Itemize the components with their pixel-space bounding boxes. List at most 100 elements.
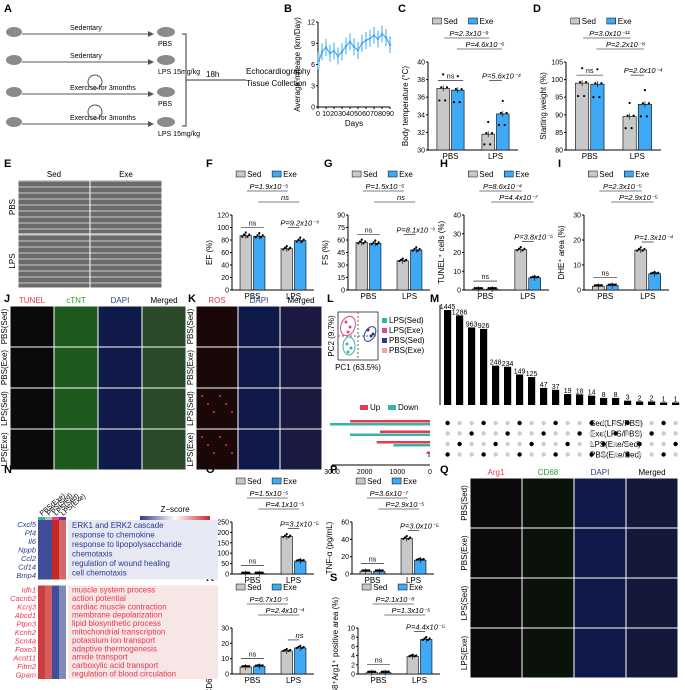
chart-s: 0 2 4 6 8 10 CD68⁺Arg1⁺ positive area (%) PBS LP… — [331, 583, 445, 690]
legend-label: PBS(Sed) — [389, 336, 425, 345]
go-term: response to chemokine — [72, 531, 155, 540]
pca-point — [371, 332, 375, 336]
matrix-dot — [613, 431, 618, 436]
micrograph-tile — [280, 429, 322, 470]
matrix-dot — [649, 420, 654, 426]
y-tick-label: 30 — [221, 626, 229, 633]
y-tick-label: 80 — [555, 148, 563, 155]
y-tick-label: 10 — [453, 269, 461, 276]
echo-tile — [18, 180, 90, 234]
row-label: Sedentary — [70, 25, 102, 32]
group-label: LPS — [402, 292, 417, 301]
matrix-dot — [673, 441, 678, 447]
bar-value-label: 8 — [602, 392, 606, 399]
micrograph-tile — [10, 347, 54, 388]
arrow-head — [148, 121, 154, 127]
bar-value-label: 1286 — [452, 309, 468, 316]
intersection-bar — [588, 395, 596, 405]
matrix-dot — [529, 452, 534, 457]
data-point — [422, 558, 425, 561]
treatment-label: LPS 15mg/kg — [158, 69, 200, 76]
panel-letter-f: F — [206, 158, 213, 170]
heatmap-cell — [38, 619, 45, 628]
row-label: Exercise for 3months — [70, 115, 136, 122]
sig-label: ns — [249, 651, 257, 658]
y-axis-label: DHE⁺ area (%) — [557, 225, 566, 279]
matrix-dot — [541, 420, 546, 426]
data-point — [655, 272, 658, 275]
heatmap-cell — [38, 537, 45, 546]
legend-label-exe: Exe — [618, 17, 632, 26]
set-size-up-bar — [380, 430, 430, 433]
heatmap-cell — [38, 562, 45, 571]
micrograph-tile — [280, 347, 322, 388]
x-tick-label: 80 — [378, 111, 386, 118]
micrograph-tile — [98, 347, 142, 388]
matrix-dot — [529, 441, 534, 447]
micrograph-tile — [10, 429, 54, 470]
data-point — [381, 569, 384, 572]
data-point — [287, 248, 290, 251]
sig-label: P=4.6x10⁻⁶ — [466, 40, 505, 49]
y-tick-label: 60 — [337, 238, 345, 245]
data-point — [398, 259, 401, 263]
y-tick-label: 250 — [217, 520, 229, 527]
data-point — [480, 286, 483, 290]
data-point — [246, 235, 249, 238]
legend-swatch-exe — [271, 477, 282, 485]
data-point — [643, 89, 647, 92]
y-tick-label: 50 — [221, 561, 229, 568]
matrix-dot — [601, 441, 606, 447]
heatmap-cell — [45, 636, 52, 645]
intersection-bar — [672, 402, 680, 405]
signal-dot — [231, 411, 233, 413]
chart-p: 0 20 40 60 TNF-α (pg/mL) PBS LPS Sed Exe ns P=3.6x… — [325, 477, 439, 585]
data-point — [612, 283, 616, 286]
go-term: membrane depolarization — [72, 611, 162, 620]
matrix-dot — [529, 420, 534, 426]
heatmap-cell — [59, 670, 66, 679]
go-term: cardiac muscle contraction — [72, 602, 167, 611]
y-tick-label: 34 — [417, 112, 425, 119]
data-point — [415, 558, 418, 561]
data-point — [282, 535, 285, 539]
gene-label: Kcnh2 — [15, 628, 37, 637]
outcome-label: Echocardiography — [246, 67, 310, 76]
micrograph-tile — [142, 388, 186, 429]
bar-value-label: 1 — [674, 397, 678, 404]
bar-value-label: 8 — [614, 392, 618, 399]
data-point — [460, 88, 463, 91]
y-tick-label: 10 — [221, 656, 229, 663]
data-point — [320, 50, 324, 53]
data-point — [630, 127, 633, 130]
y-tick-label: 32 — [417, 130, 425, 137]
data-point — [356, 49, 360, 52]
data-point — [452, 101, 456, 104]
micrograph-tile — [196, 347, 238, 388]
data-point — [242, 571, 246, 574]
legend-swatch-exe — [624, 170, 634, 178]
data-point — [248, 233, 251, 236]
sig-label: ns — [365, 228, 373, 235]
bar-sed — [355, 242, 368, 291]
sig-label: P=8.6x10⁻⁴ — [483, 182, 522, 191]
y-tick-label: 40 — [221, 263, 229, 270]
data-point — [537, 275, 540, 278]
heatmap-cell — [59, 636, 66, 645]
bar-sed — [400, 538, 413, 575]
heatmap-cell — [45, 645, 52, 654]
heatmap-cell — [59, 554, 66, 563]
bar-value-label: 37 — [552, 384, 560, 391]
data-point — [387, 670, 390, 673]
treatment-label: LPS 15mg/kg — [158, 131, 200, 138]
data-point — [297, 238, 300, 241]
pca-point — [345, 342, 349, 346]
heatmap-cell — [59, 619, 66, 628]
micrograph-tile — [574, 528, 626, 578]
matrix-dot — [445, 452, 450, 457]
data-point — [372, 34, 376, 37]
bar-value-label: 2 — [650, 395, 654, 402]
pca-point — [366, 328, 370, 332]
matrix-dot — [601, 431, 606, 436]
heatmap-cell — [59, 645, 66, 654]
